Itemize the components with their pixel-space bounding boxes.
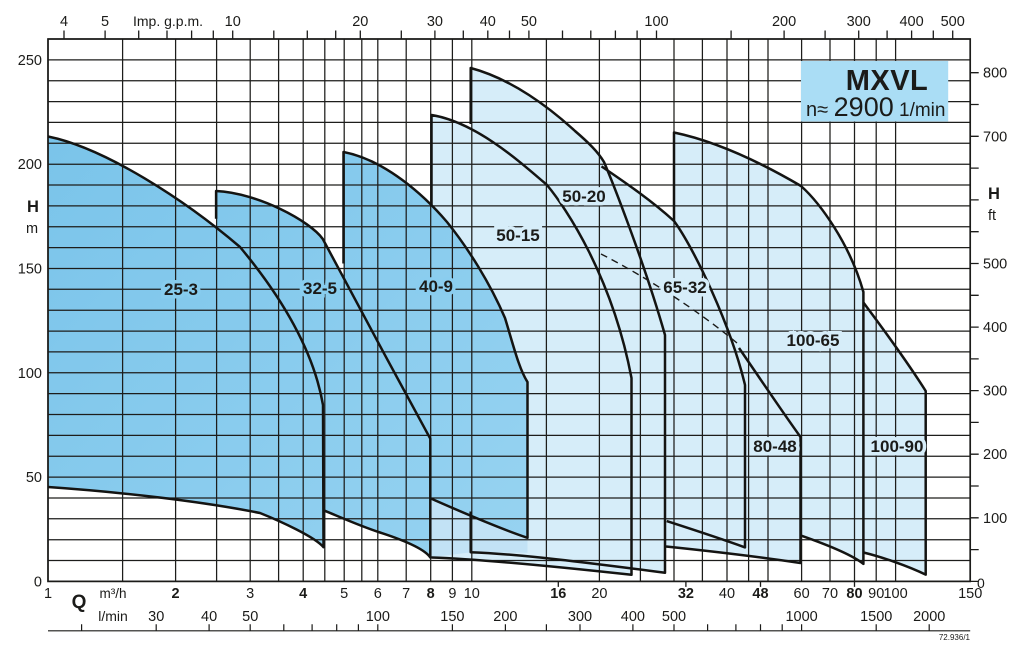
svg-text:0: 0	[977, 575, 985, 591]
svg-text:50: 50	[521, 14, 537, 30]
svg-text:65-32: 65-32	[663, 278, 706, 297]
svg-text:H: H	[27, 198, 39, 216]
svg-text:32-5: 32-5	[303, 279, 337, 298]
svg-text:16: 16	[550, 586, 566, 602]
svg-text:250: 250	[18, 53, 42, 69]
svg-text:4: 4	[60, 14, 68, 30]
svg-text:200: 200	[772, 14, 796, 30]
svg-text:150: 150	[440, 609, 464, 625]
svg-text:20: 20	[352, 14, 368, 30]
svg-text:100-90: 100-90	[871, 437, 924, 456]
svg-text:Q: Q	[72, 592, 87, 613]
svg-text:100: 100	[366, 609, 390, 625]
svg-text:100-90: 100-90	[871, 437, 924, 456]
svg-text:100: 100	[18, 366, 42, 382]
svg-text:100-65: 100-65	[787, 331, 840, 350]
svg-text:0: 0	[34, 574, 42, 590]
svg-text:32: 32	[678, 586, 694, 602]
svg-text:50-15: 50-15	[496, 226, 539, 245]
svg-text:1500: 1500	[860, 609, 892, 625]
svg-text:300: 300	[847, 14, 871, 30]
svg-text:40: 40	[719, 586, 735, 602]
svg-text:65-32: 65-32	[663, 278, 706, 297]
svg-text:8: 8	[427, 586, 435, 602]
svg-text:70: 70	[822, 586, 838, 602]
svg-text:40-9: 40-9	[419, 277, 453, 296]
svg-text:80-48: 80-48	[753, 437, 796, 456]
svg-text:300: 300	[983, 384, 1007, 400]
svg-text:200: 200	[18, 157, 42, 173]
svg-text:3: 3	[246, 586, 254, 602]
svg-text:700: 700	[983, 129, 1007, 145]
svg-text:500: 500	[983, 257, 1007, 273]
svg-text:200: 200	[983, 447, 1007, 463]
svg-text:10: 10	[464, 586, 480, 602]
svg-text:2000: 2000	[913, 609, 945, 625]
svg-text:80-48: 80-48	[753, 437, 796, 456]
svg-text:1: 1	[44, 586, 52, 602]
svg-text:100: 100	[983, 511, 1007, 527]
svg-text:100: 100	[883, 586, 907, 602]
svg-text:400: 400	[983, 320, 1007, 336]
svg-text:50-15: 50-15	[496, 226, 539, 245]
svg-text:7: 7	[402, 586, 410, 602]
svg-text:m³/h: m³/h	[100, 586, 127, 601]
svg-text:500: 500	[662, 609, 686, 625]
svg-text:30: 30	[148, 609, 164, 625]
svg-text:Imp. g.p.m.: Imp. g.p.m.	[133, 13, 203, 29]
svg-text:m: m	[26, 221, 38, 237]
svg-text:400: 400	[899, 14, 923, 30]
svg-text:40: 40	[201, 609, 217, 625]
svg-text:50-20: 50-20	[562, 187, 605, 206]
svg-text:2: 2	[172, 586, 180, 602]
svg-text:50-20: 50-20	[562, 187, 605, 206]
svg-text:5: 5	[101, 14, 109, 30]
svg-text:800: 800	[983, 66, 1007, 82]
svg-text:1000: 1000	[785, 609, 817, 625]
svg-text:100-65: 100-65	[787, 331, 840, 350]
svg-text:150: 150	[958, 586, 982, 602]
svg-text:20: 20	[591, 586, 607, 602]
svg-text:25-3: 25-3	[164, 280, 198, 299]
svg-text:MXVL: MXVL	[846, 65, 929, 97]
svg-text:n≈ 2900 1/min: n≈ 2900 1/min	[806, 92, 945, 122]
svg-text:30: 30	[427, 14, 443, 30]
svg-text:32-5: 32-5	[303, 279, 337, 298]
svg-text:200: 200	[493, 609, 517, 625]
svg-text:80: 80	[846, 586, 862, 602]
svg-text:ft: ft	[988, 208, 996, 224]
svg-text:9: 9	[448, 586, 456, 602]
svg-text:60: 60	[794, 586, 810, 602]
svg-text:50: 50	[26, 470, 42, 486]
svg-text:l/min: l/min	[98, 608, 128, 624]
svg-text:H: H	[988, 185, 1000, 203]
svg-text:100: 100	[644, 14, 668, 30]
svg-text:72.936/1: 72.936/1	[939, 633, 971, 642]
svg-text:400: 400	[621, 609, 645, 625]
svg-text:40: 40	[480, 14, 496, 30]
svg-text:500: 500	[941, 14, 965, 30]
svg-text:40-9: 40-9	[419, 277, 453, 296]
svg-text:6: 6	[374, 586, 382, 602]
svg-text:25-3: 25-3	[164, 280, 198, 299]
svg-text:10: 10	[225, 14, 241, 30]
svg-text:48: 48	[752, 586, 768, 602]
svg-text:300: 300	[568, 609, 592, 625]
svg-text:50: 50	[242, 609, 258, 625]
svg-text:90: 90	[868, 586, 884, 602]
svg-text:150: 150	[18, 262, 42, 278]
svg-text:5: 5	[340, 586, 348, 602]
svg-text:4: 4	[299, 586, 307, 602]
